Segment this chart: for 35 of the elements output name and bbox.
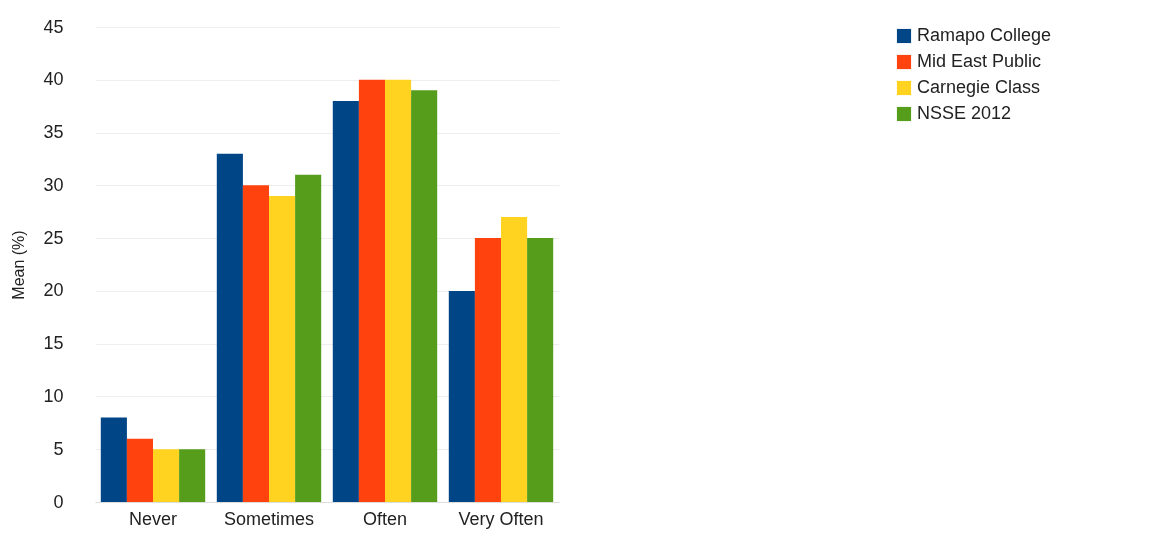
bar — [242, 185, 269, 502]
y-tick-label: 35 — [43, 122, 64, 143]
bar — [501, 217, 528, 502]
y-tick-label: 10 — [43, 385, 64, 406]
bar — [153, 449, 180, 502]
legend-label: Carnegie Class — [917, 77, 1041, 97]
y-tick-label: 0 — [53, 491, 64, 512]
y-tick-label: 30 — [43, 174, 64, 195]
bar — [385, 79, 412, 502]
x-tick-label: Sometimes — [223, 508, 315, 529]
y-axis-title: Mean (%) — [10, 230, 28, 300]
bar — [411, 90, 438, 502]
bar — [269, 195, 296, 502]
y-tick-label: 25 — [43, 227, 64, 248]
bar — [100, 417, 127, 502]
bar — [527, 238, 554, 502]
bar — [474, 238, 501, 502]
y-tick-label: 45 — [43, 16, 64, 37]
x-tick-label: Often — [362, 508, 408, 529]
y-tick-label: 20 — [43, 280, 64, 301]
legend-label: NSSE 2012 — [917, 103, 1012, 123]
legend-label: Mid East Public — [917, 51, 1042, 71]
y-tick-label: 40 — [43, 69, 64, 90]
bar — [448, 290, 475, 502]
bar — [216, 153, 243, 502]
bar — [179, 449, 206, 502]
y-tick-label: 15 — [43, 333, 64, 354]
legend-label: Ramapo College — [917, 25, 1052, 45]
bar — [295, 174, 322, 502]
bar — [126, 438, 153, 502]
x-tick-label: Never — [128, 508, 178, 529]
x-tick-label: Very Often — [458, 508, 544, 529]
y-tick-label: 5 — [53, 438, 64, 459]
bar — [332, 100, 359, 502]
bar — [358, 79, 385, 502]
